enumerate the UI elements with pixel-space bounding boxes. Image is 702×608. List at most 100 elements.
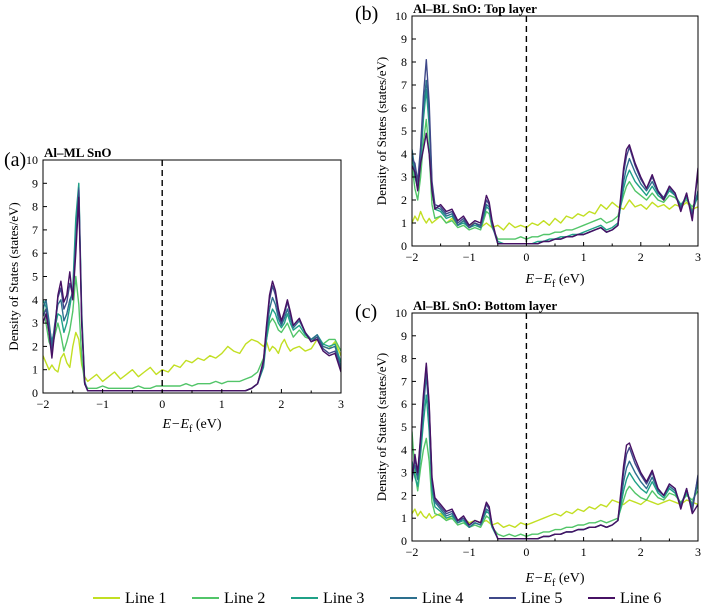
x-tick-label: 2	[638, 250, 644, 264]
y-tick-label: 5	[32, 270, 38, 284]
y-tick-label: 10	[26, 153, 38, 167]
x-tick-label: −1	[96, 397, 109, 411]
panel-label: (a)	[4, 149, 26, 171]
legend-label: Line 1	[125, 590, 166, 607]
x-tick-label: 1	[581, 250, 587, 264]
x-tick-label: 1	[581, 545, 587, 559]
x-tick-label: 3	[695, 250, 701, 264]
series-line-6	[412, 362, 698, 540]
series-line-6	[43, 196, 341, 392]
y-tick-label: 7	[401, 78, 407, 92]
series-line-2	[412, 118, 698, 240]
y-tick-label: 5	[401, 124, 407, 138]
series-line-5	[43, 189, 341, 392]
x-tick-label: 1	[219, 397, 225, 411]
legend-item: Line 1	[93, 590, 166, 607]
y-tick-label: 3	[32, 316, 38, 330]
x-axis-label-unit: (eV)	[555, 571, 584, 586]
legend-label: Line 3	[323, 590, 364, 607]
panel-label: (b)	[355, 3, 378, 25]
panel-c: −2 −1 0 1 2 3 0 1 2 3 4 5 6 7 8 9 10 Al–BL SnO: Bottom la…	[355, 298, 701, 589]
plot-frame	[411, 15, 699, 247]
x-axis-label-ef: −E	[171, 417, 189, 432]
x-tick-label: −2	[37, 397, 50, 411]
series-line-1	[412, 499, 698, 528]
y-tick-label: 0	[32, 386, 38, 400]
x-axis-label-e: E	[524, 272, 534, 287]
x-axis-label-sub: f	[552, 279, 556, 290]
panel-title: Al–BL SnO: Top layer	[413, 1, 537, 16]
x-axis-label-unit: (eV)	[555, 272, 584, 287]
y-tick-label: 9	[401, 32, 407, 46]
y-tick-label: 6	[32, 246, 38, 260]
y-tick-label: 4	[401, 443, 407, 457]
y-tick-label: 8	[401, 352, 407, 366]
y-tick-label: 10	[395, 306, 407, 320]
y-tick-label: 2	[401, 193, 407, 207]
legend-label: Line 5	[521, 590, 562, 607]
y-axis-label: Density of States (states/eV)	[374, 57, 389, 205]
x-axis-label-ef: −E	[534, 571, 552, 586]
series-line-6	[412, 132, 698, 245]
y-tick-label: 7	[401, 374, 407, 388]
y-tick-label: 10	[395, 9, 407, 23]
y-axis-label: Density of States (states/eV)	[374, 353, 389, 501]
y-tick-label: 1	[401, 511, 407, 525]
x-axis-label: E−Ef (eV)	[524, 272, 584, 290]
series-group	[412, 59, 698, 245]
y-tick-label: 5	[401, 420, 407, 434]
panel-label: (c)	[355, 301, 377, 323]
x-axis-label-e: E	[161, 417, 171, 432]
x-axis-label-e: E	[524, 571, 534, 586]
y-tick-label: 4	[32, 293, 38, 307]
x-tick-label: 3	[338, 397, 344, 411]
y-tick-label: 9	[32, 176, 38, 190]
x-axis-label-sub: f	[189, 424, 193, 435]
x-tick-label: −2	[406, 545, 419, 559]
series-line-2	[43, 275, 341, 389]
legend-label: Line 6	[620, 590, 661, 607]
series-group	[43, 182, 341, 392]
panel-title: Al–BL SnO: Bottom layer	[413, 298, 557, 313]
y-tick-label: 6	[401, 397, 407, 411]
x-axis-label-ef: −E	[534, 272, 552, 287]
y-tick-label: 4	[401, 147, 407, 161]
y-tick-label: 2	[32, 339, 38, 353]
y-tick-label: 1	[401, 216, 407, 230]
y-tick-label: 7	[32, 223, 38, 237]
y-tick-label: 6	[401, 101, 407, 115]
x-tick-label: 0	[523, 250, 529, 264]
legend-item: Line 5	[489, 590, 562, 607]
series-group	[412, 362, 698, 540]
y-tick-label: 0	[401, 534, 407, 548]
x-axis-label-unit: (eV)	[192, 417, 221, 432]
legend: Line 1 Line 2 Line 3 Line 4 Line 5 Line 6	[93, 590, 661, 607]
y-tick-label: 1	[32, 363, 38, 377]
series-line-2	[412, 431, 698, 538]
x-axis-label-sub: f	[552, 578, 556, 589]
y-tick-label: 3	[401, 170, 407, 184]
series-line-3	[43, 182, 341, 392]
x-tick-label: 2	[278, 397, 284, 411]
plot-frame	[42, 159, 342, 394]
y-tick-label: 8	[32, 200, 38, 214]
x-tick-label: −1	[463, 545, 476, 559]
y-tick-label: 8	[401, 55, 407, 69]
legend-item: Line 2	[192, 590, 265, 607]
legend-item: Line 3	[291, 590, 364, 607]
series-line-4	[43, 187, 341, 392]
series-line-5	[412, 364, 698, 540]
legend-label: Line 2	[224, 590, 265, 607]
y-tick-label: 0	[401, 239, 407, 253]
legend-item: Line 4	[390, 590, 463, 607]
x-axis-label: E−Ef (eV)	[161, 417, 221, 435]
x-tick-label: 3	[695, 545, 701, 559]
x-axis-label: E−Ef (eV)	[524, 571, 584, 589]
x-tick-label: −2	[406, 250, 419, 264]
y-tick-label: 9	[401, 329, 407, 343]
legend-label: Line 4	[422, 590, 463, 607]
y-tick-label: 3	[401, 466, 407, 480]
x-tick-label: 0	[523, 545, 529, 559]
panel-a: −2 −1 0 1 2 3 0 1 2 3 4 5 6 7 8 9 10 Al–ML SnO (a) Density …	[4, 145, 344, 435]
